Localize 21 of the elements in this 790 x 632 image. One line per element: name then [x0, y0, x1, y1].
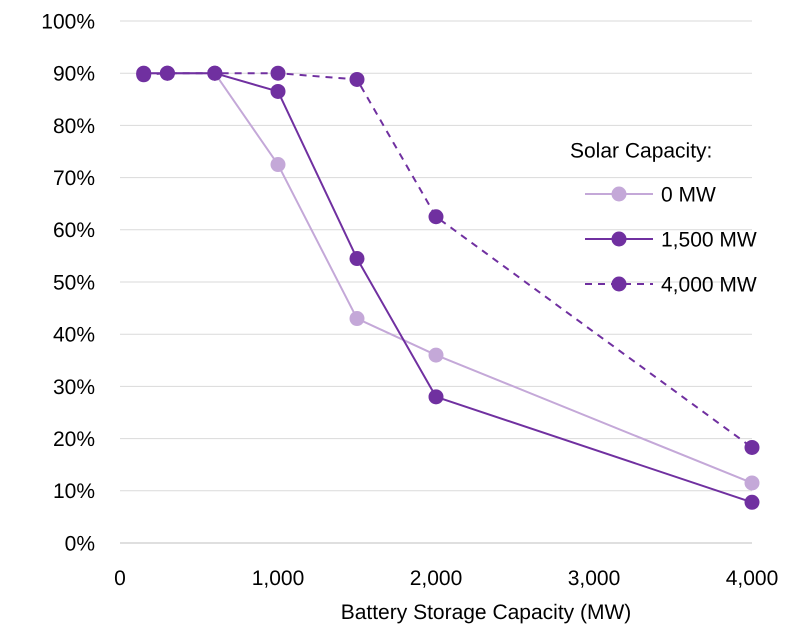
- x-tick-label: 1,000: [252, 567, 304, 590]
- x-tick-label: 4,000: [726, 567, 778, 590]
- y-tick-label: 100%: [41, 10, 95, 34]
- y-tick-label: 50%: [52, 271, 95, 294]
- x-tick-label: 0: [114, 567, 126, 590]
- y-tick-label: 10%: [52, 480, 95, 504]
- x-tick-label: 3,000: [568, 567, 620, 590]
- legend-label: 1,500 MW: [661, 228, 757, 252]
- legend-label: 4,000 MW: [661, 273, 757, 296]
- y-tick-label: 70%: [52, 166, 95, 190]
- y-tick-label: 90%: [52, 62, 95, 86]
- y-tick-label: 0%: [64, 532, 95, 556]
- y-tick-label: 40%: [52, 324, 95, 347]
- y-tick-label: 20%: [52, 428, 95, 451]
- y-tick-label: 80%: [52, 114, 95, 138]
- y-tick-label: 30%: [52, 376, 95, 399]
- legend-label: 0 MW: [661, 183, 716, 206]
- legend-title: Solar Capacity:: [570, 139, 712, 162]
- x-tick-label: 2,000: [410, 567, 462, 590]
- y-tick-label: 60%: [52, 219, 95, 242]
- x-axis-title: Battery Storage Capacity (MW): [340, 601, 632, 624]
